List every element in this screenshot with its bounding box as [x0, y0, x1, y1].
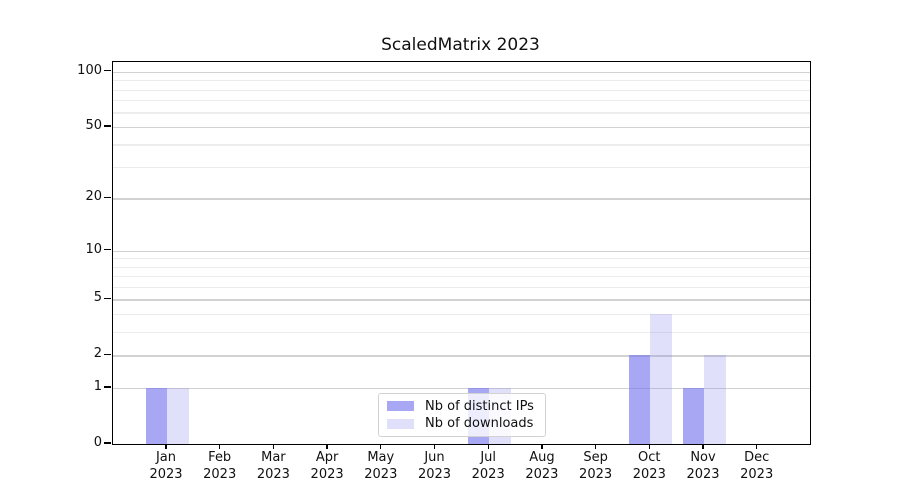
y-tick-mark	[104, 125, 111, 127]
gridline-minor	[113, 144, 810, 146]
gridline-minor	[113, 332, 810, 334]
gridline-major	[113, 71, 810, 73]
gridline-major	[113, 126, 810, 129]
legend: Nb of distinct IPs Nb of downloads	[378, 393, 546, 437]
gridline-minor	[113, 276, 810, 278]
x-tick-mark	[594, 444, 597, 449]
gridline-minor	[113, 266, 810, 268]
bar-nov-downloads	[704, 355, 726, 444]
x-tick-label: Jul 2023	[471, 450, 505, 482]
bar-nov-distinct-ips	[682, 388, 704, 444]
bar-oct-downloads	[650, 314, 672, 444]
y-tick-mark	[104, 386, 111, 388]
y-tick-label: 5	[93, 290, 102, 306]
x-tick-label: Oct 2023	[632, 450, 666, 482]
legend-label-distinct-ips: Nb of distinct IPs	[425, 398, 534, 414]
gridline-major	[113, 198, 810, 200]
x-tick-mark	[219, 444, 221, 449]
legend-item-distinct-ips: Nb of distinct IPs	[387, 399, 537, 414]
x-tick-label: Jun 2023	[417, 450, 452, 482]
x-tick-mark	[541, 444, 543, 449]
x-tick-mark	[648, 444, 650, 449]
x-tick-label: Dec 2023	[740, 450, 774, 482]
y-tick-label: 10	[85, 241, 102, 257]
gridline-minor	[113, 100, 810, 102]
x-tick-mark	[272, 444, 275, 449]
x-tick-label: Aug 2023	[525, 450, 559, 482]
x-tick-label: Mar 2023	[256, 450, 290, 482]
y-tick-label: 0	[93, 435, 102, 450]
gridline-major	[113, 388, 810, 390]
x-tick-mark	[326, 444, 328, 449]
x-tick-label: Apr 2023	[310, 450, 344, 482]
x-tick-label: Sep 2023	[579, 450, 613, 482]
y-tick-mark	[104, 297, 111, 300]
y-tick-mark	[104, 353, 111, 356]
gridline-minor	[113, 287, 810, 289]
legend-swatch-distinct-ips	[387, 401, 414, 412]
gridline-major	[113, 250, 810, 252]
x-tick-mark	[702, 444, 704, 449]
y-tick-label: 2	[93, 346, 102, 362]
y-tick-mark	[104, 442, 111, 444]
gridline-minor	[113, 314, 810, 316]
y-tick-label: 1	[93, 379, 102, 395]
y-tick-mark	[104, 70, 111, 72]
x-tick-label: Nov 2023	[686, 450, 720, 482]
x-tick-mark	[433, 444, 436, 449]
x-tick-label: Feb 2023	[203, 450, 237, 482]
chart-title: ScaledMatrix 2023	[381, 35, 540, 55]
y-tick-label: 50	[85, 117, 102, 133]
x-tick-mark	[487, 444, 489, 449]
bar-jan-downloads	[167, 388, 189, 444]
legend-swatch-downloads	[387, 418, 414, 429]
bar-oct-distinct-ips	[628, 355, 651, 444]
bar-jan-distinct-ips	[145, 388, 167, 444]
gridline-minor	[113, 80, 810, 82]
gridline-major	[113, 355, 810, 357]
y-tick-mark	[104, 248, 111, 251]
y-tick-mark	[104, 196, 111, 199]
plot-area	[112, 61, 811, 445]
gridline-major	[113, 299, 810, 301]
x-tick-mark	[380, 444, 382, 449]
gridline-minor	[113, 167, 810, 169]
legend-label-downloads: Nb of downloads	[425, 416, 534, 432]
y-tick-label: 100	[77, 62, 102, 78]
x-tick-mark	[756, 444, 758, 449]
gridline-minor	[113, 112, 810, 114]
gridline-minor	[113, 89, 810, 91]
legend-item-downloads: Nb of downloads	[387, 416, 537, 431]
y-tick-label: 20	[85, 189, 102, 205]
x-tick-label: May 2023	[364, 450, 398, 482]
x-tick-label: Jan 2023	[149, 450, 183, 482]
x-tick-mark	[165, 444, 167, 449]
gridline-minor	[113, 258, 810, 260]
